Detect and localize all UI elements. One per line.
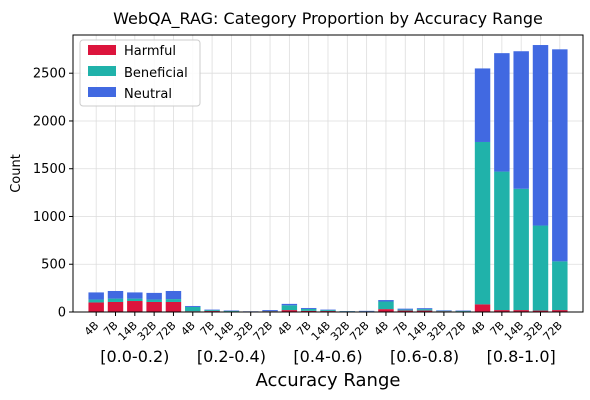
bar-harmful-2-1	[300, 310, 317, 312]
group-label: [0.0-0.2)	[100, 347, 169, 366]
bar-neutral-0-0	[88, 292, 104, 300]
bar-neutral-4-2	[513, 51, 529, 189]
bar-beneficial-0-4	[165, 299, 182, 302]
bar-beneficial-2-1	[300, 308, 317, 311]
bar-neutral-0-4	[165, 290, 182, 300]
group-label: [0.6-0.8)	[390, 347, 459, 366]
bar-harmful-0-3	[146, 301, 162, 312]
bar-beneficial-4-0	[474, 141, 491, 305]
y-tick-label: 0	[58, 306, 66, 321]
bar-harmful-4-0	[474, 304, 491, 312]
bar-beneficial-1-0	[185, 306, 201, 312]
x-tick-label: 4B	[372, 319, 391, 338]
legend-label-beneficial: Beneficial	[124, 66, 188, 81]
bar-beneficial-4-1	[494, 171, 510, 311]
bar-neutral-4-1	[494, 53, 510, 172]
y-tick-label: 1000	[33, 210, 66, 225]
y-tick-label: 500	[41, 258, 66, 273]
bar-neutral-1-0	[185, 305, 201, 307]
x-tick-label: 4B	[178, 319, 197, 338]
x-tick-label: 4B	[468, 319, 487, 338]
y-tick-label: 1500	[33, 162, 66, 177]
x-tick-label: 14B	[116, 319, 140, 343]
bar-harmful-3-1	[397, 310, 413, 312]
bar-beneficial-4-2	[513, 188, 529, 311]
bar-harmful-4-3	[532, 310, 549, 312]
bar-beneficial-3-2	[416, 309, 433, 311]
legend-swatch-harmful	[88, 45, 116, 55]
x-tick-label: 32B	[425, 319, 449, 343]
x-tick-label: 72B	[154, 319, 178, 343]
x-tick-label: 14B	[502, 319, 526, 343]
legend-swatch-neutral	[88, 87, 116, 97]
x-tick-label: 32B	[231, 319, 255, 343]
bar-neutral-0-3	[146, 292, 162, 300]
bar-harmful-3-2	[416, 310, 433, 312]
bar-beneficial-2-0	[281, 305, 298, 311]
bar-beneficial-2-2	[320, 310, 336, 312]
bar-beneficial-4-3	[532, 225, 549, 311]
x-tick-label: 32B	[521, 319, 545, 343]
bar-neutral-3-1	[397, 308, 413, 310]
bar-neutral-1-4	[262, 310, 278, 312]
bar-harmful-4-4	[552, 310, 568, 312]
bar-harmful-0-0	[88, 302, 104, 312]
legend-label-neutral: Neutral	[124, 87, 172, 102]
bar-beneficial-4-4	[552, 261, 568, 311]
x-tick-label: 14B	[309, 319, 333, 343]
x-axis-label: Accuracy Range	[256, 370, 401, 391]
group-label: [0.2-0.4)	[197, 347, 266, 366]
bar-harmful-0-2	[127, 301, 143, 312]
bar-harmful-4-2	[513, 310, 529, 312]
bar-beneficial-3-1	[397, 309, 413, 311]
x-tick-label: 72B	[251, 319, 275, 343]
x-tick-label: 32B	[328, 319, 352, 343]
bar-neutral-4-4	[552, 49, 568, 262]
legend: Harmful Beneficial Neutral	[79, 39, 201, 107]
bar-beneficial-0-0	[88, 299, 104, 303]
bars	[88, 45, 568, 312]
x-tick-label: 14B	[405, 319, 429, 343]
x-tick-label: 72B	[541, 319, 565, 343]
y-tick-label: 2000	[33, 114, 66, 129]
bar-harmful-4-1	[494, 310, 510, 312]
y-axis-label: Count	[9, 154, 24, 193]
bar-neutral-2-0	[281, 303, 298, 306]
bar-beneficial-1-1	[204, 310, 220, 312]
legend-swatch-beneficial	[88, 66, 116, 76]
legend-label-harmful: Harmful	[124, 44, 176, 59]
bar-harmful-2-0	[281, 310, 298, 312]
bar-beneficial-0-3	[146, 299, 162, 302]
bar-neutral-4-0	[474, 68, 491, 142]
x-tick-label: 72B	[347, 319, 371, 343]
x-tick-label: 4B	[275, 319, 294, 338]
bar-neutral-3-2	[416, 308, 433, 310]
bar-harmful-0-4	[165, 301, 182, 312]
x-tick-label: 72B	[444, 319, 468, 343]
x-tick-label: 4B	[82, 319, 101, 338]
group-label: [0.8-1.0]	[487, 347, 556, 366]
bar-neutral-0-2	[127, 292, 143, 299]
bar-beneficial-0-1	[107, 298, 124, 302]
chart-title: WebQA_RAG: Category Proportion by Accura…	[113, 9, 543, 29]
bar-beneficial-3-0	[378, 301, 394, 310]
bar-neutral-2-1	[300, 307, 317, 309]
y-tick-label: 2500	[33, 67, 66, 82]
bar-harmful-0-1	[107, 301, 124, 312]
bar-beneficial-0-2	[127, 298, 143, 302]
x-tick-label: 14B	[212, 319, 236, 343]
bar-neutral-4-3	[532, 45, 549, 226]
bar-neutral-3-0	[378, 300, 394, 302]
x-tick-label: 32B	[135, 319, 159, 343]
group-label: [0.4-0.6)	[293, 347, 362, 366]
bar-neutral-0-1	[107, 290, 124, 299]
y-axis-ticks: 0 500 1000 1500 2000 2500	[33, 67, 73, 321]
bar-harmful-3-0	[378, 309, 394, 312]
group-labels: [0.0-0.2) [0.2-0.4) [0.4-0.6) [0.6-0.8) [0.8…	[100, 347, 556, 366]
